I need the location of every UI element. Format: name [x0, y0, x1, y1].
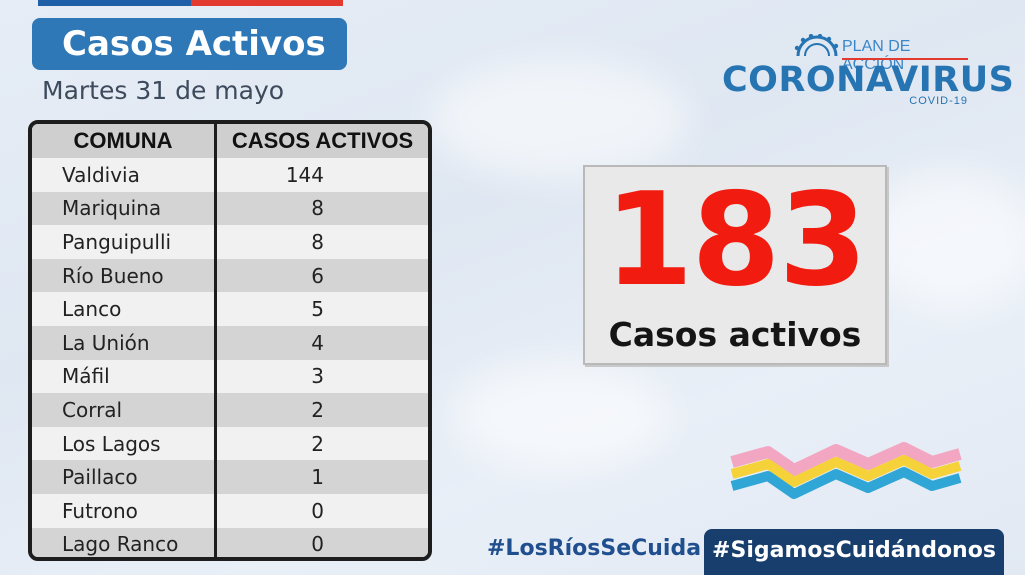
comuna-cell: Futrono — [32, 493, 217, 528]
total-number: 183 — [604, 166, 867, 315]
date-label: Martes 31 de mayo — [42, 76, 285, 105]
flag-stripe-blue — [38, 0, 191, 6]
comuna-cell: La Unión — [32, 325, 217, 360]
cloud-decoration — [450, 360, 670, 470]
table-row: La Unión 4 — [32, 325, 428, 360]
table-row: Corral 2 — [32, 393, 428, 427]
comuna-cell: Lago Ranco — [32, 527, 217, 557]
table-row: Lanco 5 — [32, 292, 428, 326]
casos-cell: 6 — [215, 258, 428, 293]
casos-cell: 0 — [215, 527, 428, 557]
column-header-comuna: COMUNA — [32, 124, 217, 158]
casos-cell: 0 — [215, 493, 428, 528]
comuna-cell: Corral — [32, 393, 217, 427]
table-row: Paillaco 1 — [32, 460, 428, 494]
comuna-cell: Lanco — [32, 292, 217, 326]
plan-underline — [842, 58, 968, 60]
casos-cell: 2 — [215, 393, 428, 427]
casos-cell: 1 — [215, 460, 428, 494]
casos-cell: 8 — [215, 191, 428, 226]
table-row: Valdivia 144 — [32, 158, 428, 192]
comuna-cell: Valdivia — [32, 158, 217, 192]
cloud-decoration — [860, 170, 1025, 310]
table-row: Lago Ranco 0 — [32, 527, 428, 557]
comuna-cell: Los Lagos — [32, 426, 217, 461]
table-row: Los Lagos 2 — [32, 426, 428, 461]
hashtag-los-rios: #LosRíosSeCuida — [487, 536, 702, 561]
table-row: Mariquina 8 — [32, 191, 428, 226]
table-row: Máfil 3 — [32, 359, 428, 394]
table-row: Futrono 0 — [32, 493, 428, 528]
casos-cell: 8 — [215, 225, 428, 259]
flag-stripe-red — [190, 0, 343, 6]
total-card: 183 Casos activos — [583, 165, 887, 365]
column-header-casos: CASOS ACTIVOS — [215, 124, 428, 158]
cloud-decoration — [430, 60, 690, 180]
comuna-cell: Mariquina — [32, 191, 217, 226]
casos-cell: 5 — [215, 292, 428, 326]
coronavirus-label: CORONAVIRUS — [722, 60, 1015, 100]
comuna-cell: Paillaco — [32, 460, 217, 494]
casos-cell: 3 — [215, 359, 428, 394]
casos-cell: 4 — [215, 325, 428, 360]
page-title: Casos Activos — [32, 18, 347, 70]
plan-label: PLAN DE ACCIÓN — [842, 38, 911, 73]
casos-cell: 144 — [215, 158, 428, 192]
covid-label: COVID-19 — [909, 95, 968, 107]
wave-decoration — [728, 440, 966, 514]
hashtag-sigamos: #SigamosCuidándonos — [704, 529, 1004, 575]
table-row: Río Bueno 6 — [32, 258, 428, 293]
comuna-cell: Río Bueno — [32, 258, 217, 293]
table-row: Panguipulli 8 — [32, 225, 428, 259]
plan-coronavirus-logo: PLAN DE ACCIÓN CORONAVIRUS COVID-19 — [722, 32, 1014, 112]
comuna-cell: Máfil — [32, 359, 217, 394]
virus-icon — [794, 33, 840, 62]
casos-cell: 2 — [215, 426, 428, 461]
comuna-cell: Panguipulli — [32, 225, 217, 259]
cases-table: COMUNA CASOS ACTIVOS Valdivia 144 Mariqui… — [28, 120, 432, 561]
table-header-row: COMUNA CASOS ACTIVOS — [32, 124, 428, 158]
flag-stripe — [38, 0, 343, 6]
total-label: Casos activos — [608, 315, 862, 354]
